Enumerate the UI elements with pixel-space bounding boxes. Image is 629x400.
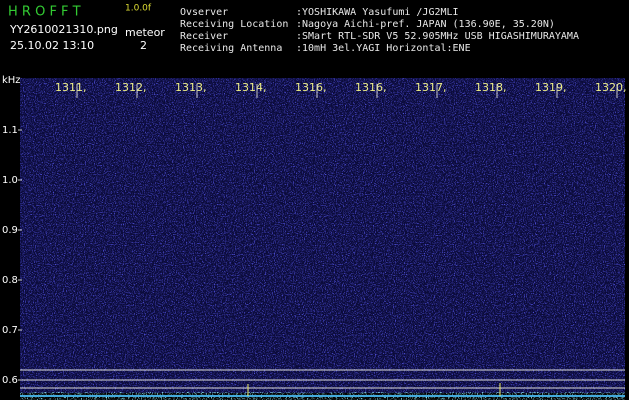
info-label: Receiver	[180, 31, 228, 42]
info-label: Receiving Antenna	[180, 43, 282, 54]
y-tick-label: 1.0	[2, 175, 18, 186]
time-label: 1318,	[475, 81, 507, 94]
info-label: Ovserver	[180, 7, 228, 18]
info-value: :10mH 3el.YAGI Horizontal:ENE	[296, 43, 471, 54]
time-label: 1317,	[415, 81, 447, 94]
time-label: 1311,	[55, 81, 87, 94]
time-label: 1312,	[115, 81, 147, 94]
y-unit: kHz	[2, 75, 21, 86]
file-name: YY2610021310.png	[9, 23, 118, 36]
time-label: 1319,	[535, 81, 567, 94]
time-label: 1316,	[295, 81, 327, 94]
datetime: 25.10.02 13:10	[10, 39, 94, 52]
info-value: :SMart RTL-SDR V5 52.905MHz USB HIGASHIM…	[296, 31, 579, 42]
info-value: :Nagoya Aichi-pref. JAPAN (136.90E, 35.2…	[296, 19, 555, 30]
app-name: H R O F F T	[8, 5, 81, 20]
spectrogram-noise	[20, 78, 625, 393]
meteor-label: meteor	[125, 26, 165, 39]
y-tick-label: 0.7	[2, 325, 18, 336]
info-label: Receiving Location	[180, 19, 288, 30]
meteor-count: 2	[140, 39, 147, 52]
version: 1.0.0f	[125, 4, 152, 14]
time-label: 1320,	[595, 81, 627, 94]
y-tick-label: 0.8	[2, 275, 18, 286]
time-label: 1316,	[355, 81, 387, 94]
info-value: :YOSHIKAWA Yasufumi /JG2MLI	[296, 7, 459, 18]
y-tick-label: 0.6	[2, 375, 18, 386]
time-label: 1314,	[235, 81, 267, 94]
y-tick-label: 0.9	[2, 225, 18, 236]
time-label: 1313,	[175, 81, 207, 94]
y-tick-label: 1.1	[2, 125, 18, 136]
